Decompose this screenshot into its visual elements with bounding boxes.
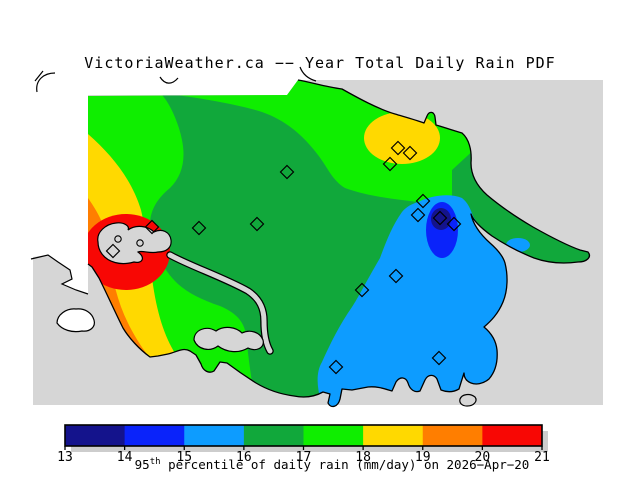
colorbar-segment xyxy=(243,425,304,446)
colorbar-caption: 95th percentile of daily rain (mm/day) o… xyxy=(135,457,530,472)
island-arc-topleft xyxy=(36,72,56,93)
station-marker xyxy=(390,140,406,156)
colorbar-tick-label: 19 xyxy=(415,450,431,465)
station-marker xyxy=(446,216,462,232)
map-title: VictoriaWeather.ca −− Year Total Daily R… xyxy=(84,54,555,72)
station-marker xyxy=(388,268,404,284)
colorbar-segment xyxy=(363,425,424,446)
coastline xyxy=(87,79,591,408)
harbour-inlet-water xyxy=(193,326,264,353)
colorbar-tick-label: 21 xyxy=(534,450,550,465)
colorbar-tick-label: 15 xyxy=(176,450,192,465)
colorbar-segment xyxy=(184,425,245,446)
colorbar-tick-label: 20 xyxy=(475,450,491,465)
colorbar-tick-label: 14 xyxy=(117,450,133,465)
colorbar-segment xyxy=(482,425,543,446)
colorbar-ticks: 13 14 15 16 17 18 19 20 21 xyxy=(57,446,550,465)
colorbar-segment xyxy=(124,425,185,446)
contour-region-13-14 xyxy=(431,208,451,230)
colorbar-tick-label: 16 xyxy=(236,450,252,465)
contour-region-18-19-northeast xyxy=(364,112,440,164)
colorbar-segments xyxy=(65,425,543,446)
station-marker xyxy=(328,359,344,375)
colorbar-tick-label: 13 xyxy=(57,450,73,465)
station-marker xyxy=(382,156,398,172)
coastline-west-shore xyxy=(30,254,89,295)
colorbar-tick-label: 17 xyxy=(296,450,312,465)
sooke-channel-water xyxy=(167,252,273,354)
station-marker xyxy=(279,164,295,180)
colorbar: 13 14 15 16 17 18 19 20 21 95th percentile of da… xyxy=(57,424,550,472)
sooke-basin-islet-2 xyxy=(136,239,144,247)
coastline-offmap-arc-northeast xyxy=(299,66,317,82)
colorbar-segment xyxy=(422,425,483,446)
station-marker xyxy=(432,210,448,226)
station-marker xyxy=(105,243,121,259)
station-marker xyxy=(431,350,447,366)
station-marker xyxy=(415,193,431,209)
sooke-basin-islet-1 xyxy=(114,235,122,243)
station-marker xyxy=(354,282,370,298)
offshore-islet-outline xyxy=(459,393,477,407)
station-marker xyxy=(249,216,265,232)
nodata-land-patch xyxy=(56,308,95,333)
colorbar-segment xyxy=(65,425,126,446)
island-arc-under-title xyxy=(159,76,179,84)
station-marker xyxy=(402,145,418,161)
station-marker xyxy=(191,220,207,236)
colorbar-segment xyxy=(303,425,364,446)
station-marker xyxy=(144,219,160,235)
colorbar-tick-label: 18 xyxy=(355,450,371,465)
island-tick-topleft xyxy=(34,70,44,82)
station-markers xyxy=(105,140,462,375)
station-marker xyxy=(410,207,426,223)
